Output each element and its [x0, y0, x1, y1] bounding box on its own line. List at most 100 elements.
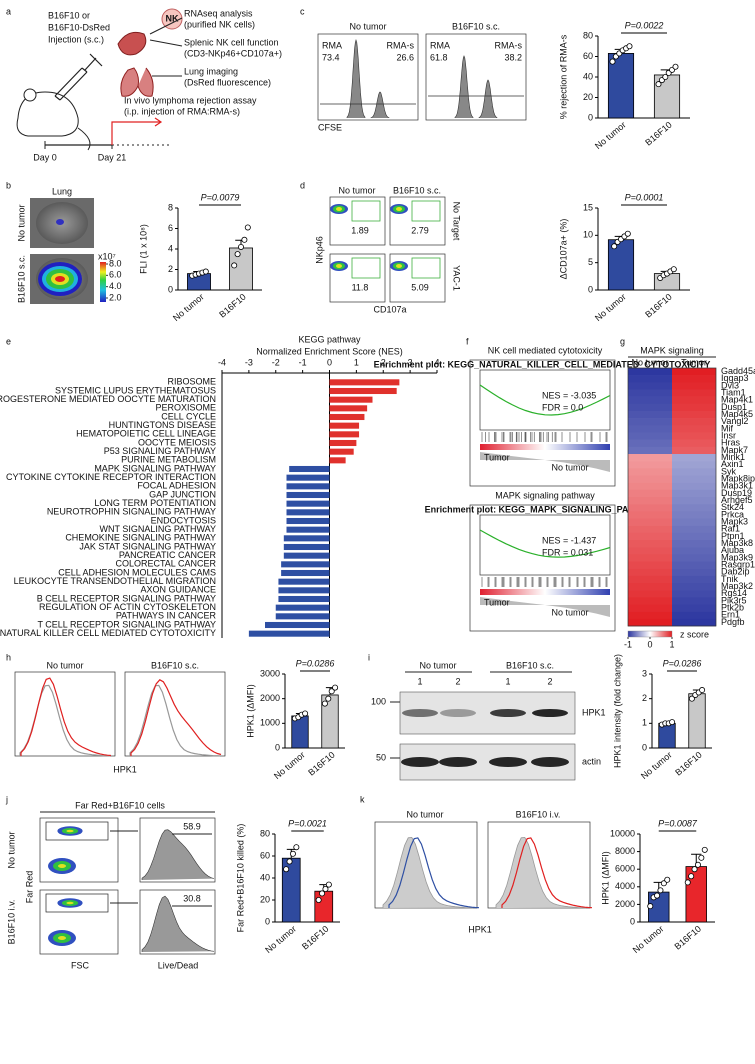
- p-value: P=0.0286: [296, 658, 335, 668]
- x-axis-label: CFSE: [318, 122, 342, 132]
- row-label: Mapk8ip3: [721, 473, 755, 483]
- column-title: No tumor: [46, 660, 83, 670]
- y-tick-label: 60: [260, 850, 270, 860]
- bar: [329, 448, 354, 455]
- data-point: [655, 81, 662, 88]
- y-tick-label: 0: [630, 916, 635, 926]
- heatmap-cell: [628, 454, 672, 462]
- heatmap-cell: [672, 396, 716, 405]
- syringe: [54, 53, 103, 101]
- ranked-metric: [480, 597, 610, 617]
- row-label: Ern1: [721, 610, 740, 620]
- heatmap-cell: [672, 382, 716, 390]
- chart-title: KEGG pathway: [298, 334, 361, 344]
- plot-frame: [329, 196, 386, 246]
- row-label: Map4k1: [721, 395, 753, 405]
- row-label: Map3k9: [721, 552, 753, 562]
- bar: [286, 483, 330, 490]
- category-label: COLORECTAL CANCER: [115, 559, 216, 569]
- heatmap-cell: [672, 504, 716, 512]
- bar: [286, 509, 330, 516]
- x-axis-label: HPK1: [113, 764, 137, 774]
- data-point: [694, 861, 701, 868]
- arrow: [149, 17, 183, 35]
- group-label: Tumor: [484, 452, 510, 462]
- row-label: Map3k2: [721, 581, 753, 591]
- y-tick-label: 80: [583, 30, 593, 40]
- row-label: Map3k1: [721, 481, 753, 491]
- hits: [481, 577, 608, 587]
- heatmap-cell: [628, 540, 672, 548]
- y-tick-label: 2: [168, 264, 173, 274]
- column-label: Tumor: [681, 357, 707, 367]
- plot-frame: [425, 33, 527, 121]
- heatmap-cell: [628, 604, 672, 612]
- category-label: LEUKOCYTE TRANSENDOTHELIAL MIGRATION: [14, 576, 216, 586]
- readout-text: (CD3-NKp46+CD107a+): [184, 48, 282, 58]
- y-axis-label: Far Red: [24, 871, 34, 904]
- y-axis-label: ΔCD107a+ (%): [558, 219, 568, 280]
- readout-text: (purified NK cells): [184, 19, 255, 29]
- x-tick-label: 3: [408, 357, 413, 367]
- heatmap-cell: [672, 583, 716, 591]
- row-label: Iqgap3: [721, 373, 749, 383]
- mouse-tail: [77, 127, 91, 151]
- row-label: Tiam1: [721, 387, 746, 397]
- lane-label: 2: [547, 676, 552, 686]
- panel-letter: a: [6, 6, 11, 16]
- bar: [329, 396, 373, 403]
- y-tick-label: 0: [642, 742, 647, 752]
- band: [531, 757, 569, 767]
- bar: [329, 405, 368, 412]
- nk-icon: NK: [166, 13, 179, 23]
- heatmap-cell: [628, 497, 672, 505]
- data-point: [231, 262, 238, 269]
- mw-marker: 100: [371, 696, 386, 706]
- y-tick-label: 0: [275, 742, 280, 752]
- heatmap-cell: [672, 540, 716, 548]
- bar: [275, 604, 330, 611]
- heatmap-cell: [628, 439, 672, 448]
- bar: [286, 491, 330, 499]
- lane-label: 1: [417, 676, 422, 686]
- y-tick-label: 4: [168, 243, 173, 253]
- x-axis-label: HPK1: [468, 924, 492, 934]
- heatmap-cell: [628, 468, 672, 476]
- row-label: Ajuba: [721, 545, 744, 555]
- row-label: Vangl2: [721, 416, 748, 426]
- injection-text: B16F10-DsRed: [48, 22, 110, 32]
- heatmap-cell: [672, 389, 716, 397]
- heatmap-cell: [672, 418, 716, 426]
- heatmap-cell: [628, 396, 672, 405]
- x-axis-label: FSC: [71, 960, 90, 970]
- bar: [275, 613, 330, 620]
- bar: [688, 693, 706, 749]
- signal: [56, 219, 64, 225]
- heatmap-cell: [628, 504, 672, 512]
- heatmap-cell: [628, 375, 672, 383]
- heatmap-cell: [672, 611, 716, 620]
- heatmap-cell: [672, 403, 716, 412]
- red-arrow: [111, 117, 163, 145]
- plot-frame: [14, 671, 116, 757]
- heatmap-cell: [628, 583, 672, 591]
- data-point: [234, 251, 241, 258]
- ranked-metric: [480, 452, 610, 472]
- plot-title: Enrichment plot: KEGG_MAPK_SIGNALING_PAT…: [425, 504, 660, 514]
- hits: [481, 432, 608, 442]
- y-tick-label: 0: [588, 112, 593, 122]
- spleen: [117, 31, 147, 56]
- row-label: No tumor: [6, 831, 16, 868]
- column-title: No tumor: [338, 185, 375, 195]
- heatmap-cell: [628, 403, 672, 412]
- heatmap-cell: [672, 604, 716, 612]
- plot-frame: [139, 817, 216, 883]
- heatmap-cell: [672, 532, 716, 541]
- bar: [281, 857, 301, 923]
- group-label: No tumor: [551, 607, 588, 617]
- bar: [329, 413, 365, 421]
- row-label: Dusp19: [721, 488, 752, 498]
- readout-text: In vivo lymphoma rejection assay: [124, 95, 257, 105]
- x-axis-label: CD107a: [373, 304, 406, 314]
- heatmap-cell: [628, 518, 672, 526]
